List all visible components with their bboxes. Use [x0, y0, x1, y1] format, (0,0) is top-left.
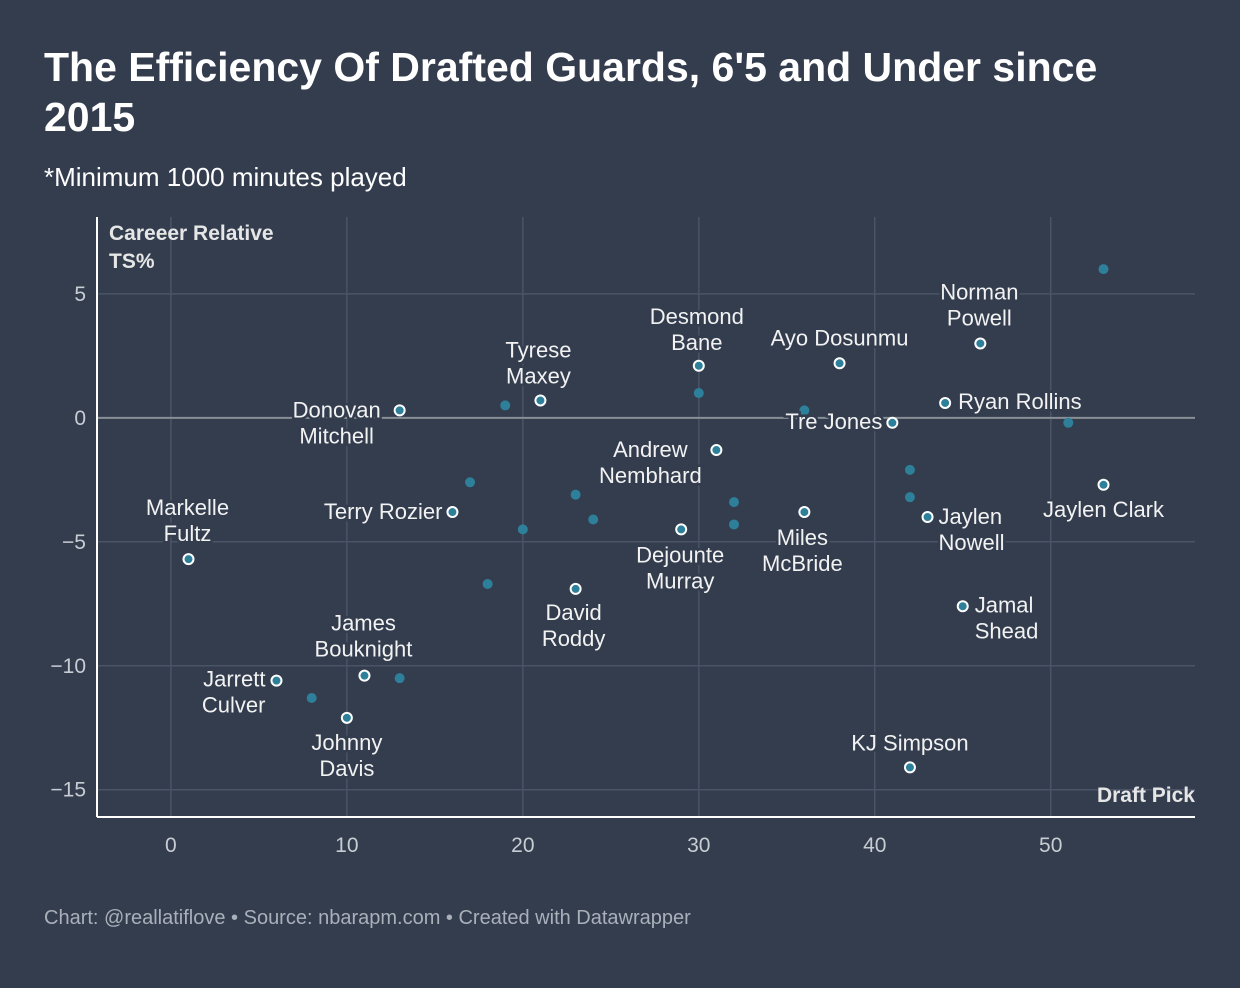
point-label: David Roddy — [542, 600, 606, 651]
data-point — [904, 464, 915, 475]
data-point-highlighted — [569, 582, 582, 595]
point-label: James Bouknight — [315, 610, 413, 661]
data-point — [728, 497, 739, 508]
data-point-highlighted — [939, 396, 952, 409]
data-point-highlighted — [340, 711, 353, 724]
point-label: Andrew Nembhard — [599, 437, 702, 488]
point-label: Ayo Dosunmu — [771, 325, 909, 350]
data-point-highlighted — [393, 404, 406, 417]
data-point — [306, 692, 317, 703]
y-axis-title: TS% — [109, 250, 155, 273]
point-label: Ryan Rollins — [958, 389, 1082, 414]
point-label: Terry Rozier — [324, 499, 443, 524]
data-point-highlighted — [358, 669, 371, 682]
chart-footer: Chart: @reallatiflove • Source: nbarapm.… — [44, 907, 691, 929]
point-label: Jarrett Culver — [202, 666, 266, 717]
point-label: Miles McBride — [762, 525, 843, 576]
data-point — [482, 578, 493, 589]
data-point-highlighted — [692, 359, 705, 372]
x-axis-title: Draft Pick — [1097, 784, 1195, 807]
data-point — [1063, 417, 1074, 428]
x-tick-label: 40 — [863, 834, 886, 857]
data-point — [904, 492, 915, 503]
point-label: KJ Simpson — [851, 730, 968, 755]
data-point-highlighted — [446, 506, 459, 519]
point-label: Jamal Shead — [975, 592, 1039, 643]
data-point — [500, 400, 511, 411]
x-tick-label: 10 — [335, 834, 358, 857]
chart-title: The Efficiency Of Drafted Guards, 6'5 an… — [44, 44, 1098, 140]
y-tick-label: −15 — [50, 779, 86, 802]
data-point — [1098, 264, 1109, 275]
x-tick-label: 20 — [511, 834, 534, 857]
data-point-highlighted — [798, 506, 811, 519]
data-point — [517, 524, 528, 535]
x-tick-label: 0 — [165, 834, 177, 857]
point-label: Markelle Fultz — [146, 495, 229, 546]
point-label: Jaylen Nowell — [939, 504, 1005, 555]
y-tick-label: −5 — [62, 531, 86, 554]
data-point-highlighted — [270, 674, 283, 687]
point-label: Desmond Bane — [650, 304, 744, 355]
point-label: Donovan Mitchell — [293, 397, 381, 448]
point-label: Dejounte Murray — [636, 542, 724, 593]
data-point-highlighted — [710, 444, 723, 457]
point-label: Tyrese Maxey — [505, 337, 571, 388]
y-tick-label: 5 — [74, 283, 86, 306]
data-point — [693, 388, 704, 399]
data-point-highlighted — [903, 761, 916, 774]
data-point — [728, 519, 739, 530]
data-point — [394, 673, 405, 684]
point-label: Tre Jones — [785, 409, 882, 434]
data-point-highlighted — [974, 337, 987, 350]
y-tick-label: −10 — [50, 655, 86, 678]
data-point-highlighted — [956, 600, 969, 613]
x-tick-label: 30 — [687, 834, 710, 857]
chart-subtitle: *Minimum 1000 minutes played — [44, 162, 407, 192]
x-tick-label: 50 — [1039, 834, 1062, 857]
data-point — [588, 514, 599, 525]
y-tick-label: 0 — [74, 407, 86, 430]
data-point-highlighted — [1097, 478, 1110, 491]
point-label: Jaylen Clark — [1043, 497, 1165, 522]
y-axis-title: Careeer Relative — [109, 222, 274, 245]
data-point-highlighted — [921, 511, 934, 523]
point-label: Norman Powell — [940, 279, 1018, 330]
data-point — [465, 477, 476, 488]
data-point — [799, 405, 810, 416]
data-point-highlighted — [886, 416, 899, 429]
data-point-highlighted — [675, 523, 688, 536]
data-point-highlighted — [833, 357, 846, 370]
point-label: Johnny Davis — [311, 730, 382, 781]
data-point-highlighted — [182, 553, 195, 566]
data-point-highlighted — [534, 394, 547, 407]
data-point — [570, 489, 581, 500]
